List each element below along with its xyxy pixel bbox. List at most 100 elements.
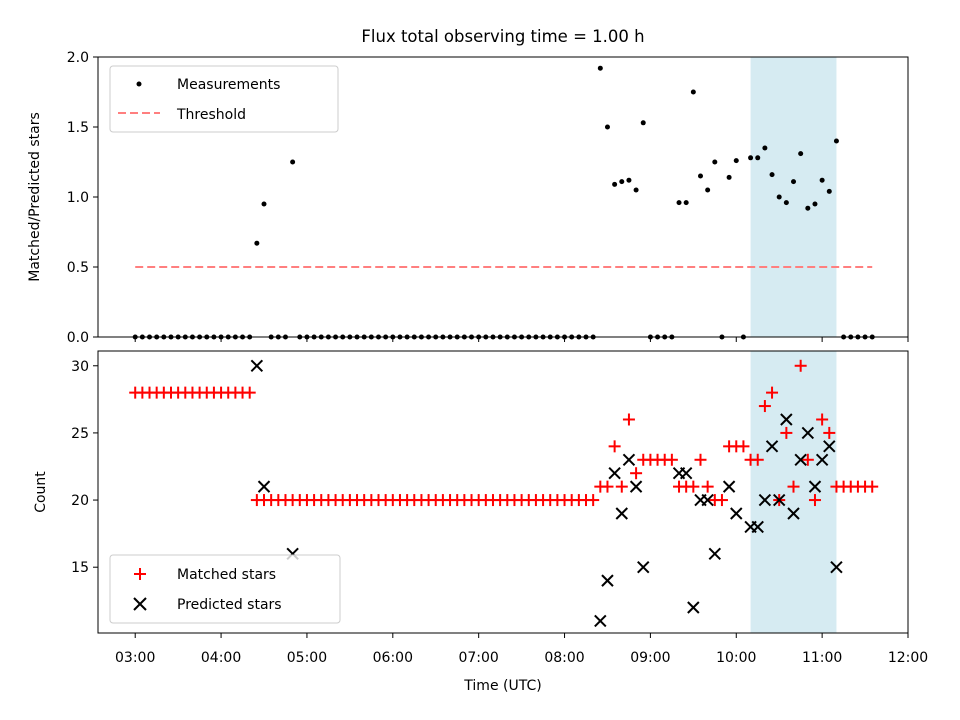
predicted-star-point (801, 426, 815, 440)
measurement-point (769, 172, 775, 178)
predicted-star-point (830, 560, 843, 574)
matched-star-point (630, 467, 643, 480)
measurement-point (819, 177, 825, 183)
predicted-star-point (722, 480, 736, 493)
bottom-x-tick-label: 09:00 (630, 650, 670, 666)
measurement-point (254, 240, 260, 246)
measurement-point (762, 145, 768, 151)
legend-predicted-label: Predicted stars (177, 597, 282, 613)
legend-measurements-marker (136, 81, 142, 87)
top-y-axis: 0.0 0.5 1.0 1.5 2.0 (67, 50, 98, 346)
measurement-point (612, 181, 618, 187)
matched-star-point (758, 400, 771, 413)
legend-threshold-label: Threshold (176, 107, 246, 123)
matched-star-point (766, 386, 779, 399)
predicted-star-point (601, 574, 614, 587)
bottom-y-axis: 15 20 25 30 (71, 359, 98, 576)
bottom-x-tick-label: 05:00 (287, 650, 327, 666)
matched-star-point (823, 426, 836, 439)
top-y-tick-label: 1.0 (67, 190, 89, 206)
top-y-tick-label: 1.5 (67, 120, 89, 136)
measurement-point (755, 155, 761, 161)
bottom-x-axis-label: Time (UTC) (463, 678, 541, 694)
predicted-star-point (787, 507, 800, 520)
legend-predicted-marker (133, 597, 147, 611)
predicted-star-point (594, 614, 607, 628)
legend-matched-label: Matched stars (177, 567, 276, 583)
matched-star-point (622, 413, 635, 426)
measurement-point (290, 159, 296, 165)
bottom-x-tick-label: 10:00 (716, 650, 756, 666)
measurement-point (633, 187, 639, 193)
predicted-star-point (708, 547, 722, 560)
predicted-star-point (701, 493, 714, 507)
measurement-point (798, 151, 804, 157)
measurement-point (833, 138, 839, 144)
bottom-x-tick-label: 12:00 (888, 650, 928, 666)
bottom-x-tick-label: 06:00 (373, 650, 413, 666)
matched-star-point (701, 480, 714, 493)
predicted-star-point (794, 453, 807, 466)
top-highlight-span (750, 57, 837, 337)
top-y-tick-label: 2.0 (67, 50, 89, 66)
measurement-point (783, 200, 789, 206)
bottom-y-tick-label: 20 (71, 493, 89, 509)
measurement-point (676, 200, 682, 206)
bottom-y-tick-label: 15 (71, 560, 89, 576)
legend-measurements-label: Measurements (177, 77, 280, 93)
measurement-point (791, 179, 797, 185)
predicted-star-point (250, 359, 264, 372)
predicted-star-point (615, 507, 628, 520)
matched-star-point (615, 480, 628, 493)
measurement-point (776, 194, 782, 200)
measurement-point (604, 124, 610, 130)
predicted-star-point (758, 493, 772, 507)
matched-star-point (687, 480, 700, 493)
matched-star-point (816, 413, 829, 426)
predicted-star-point (765, 440, 779, 453)
predicted-star-point (622, 453, 636, 466)
predicted-star-point (730, 507, 743, 520)
predicted-star-point (687, 601, 700, 614)
predicted-star-point (257, 480, 271, 493)
bottom-x-tick-label: 07:00 (458, 650, 498, 666)
bottom-x-tick-label: 03:00 (115, 650, 155, 666)
top-y-tick-label: 0.0 (67, 330, 89, 346)
bottom-legend: Matched stars Predicted stars (109, 554, 341, 624)
measurement-point (826, 188, 832, 194)
measurement-point (748, 155, 754, 161)
measurement-point (712, 159, 718, 165)
top-y-tick-label: 0.5 (67, 260, 89, 276)
matched-star-point (801, 453, 814, 466)
matched-star-point (694, 453, 707, 466)
matched-star-point (737, 440, 750, 453)
bottom-legend-box (109, 554, 341, 624)
bottom-x-tick-label: 11:00 (802, 650, 842, 666)
predicted-star-point (815, 453, 829, 466)
bottom-plot-frame (97, 350, 909, 634)
measurement-point (261, 201, 267, 207)
matched-star-point (751, 453, 764, 466)
predicted-star-point (808, 480, 822, 493)
measurement-point (619, 179, 625, 185)
matched-star-point (780, 426, 793, 439)
matched-star-point (243, 386, 256, 399)
bottom-plot-area (129, 359, 879, 628)
measurement-point (812, 201, 818, 207)
predicted-star-point (608, 466, 621, 480)
measurement-point (683, 200, 689, 206)
measurement-point (805, 205, 811, 211)
measurement-point (626, 177, 632, 183)
bottom-y-tick-label: 30 (71, 359, 89, 375)
measurement-point (697, 173, 703, 179)
legend-matched-marker (134, 568, 146, 580)
chart-title: Flux total observing time = 1.00 h (361, 27, 644, 46)
measurement-point (690, 89, 696, 95)
predicted-star-point (780, 413, 793, 426)
matched-star-point (601, 480, 614, 493)
bottom-y-axis-label: Count (33, 471, 49, 513)
matched-star-point (866, 480, 879, 493)
measurement-point (597, 65, 603, 71)
matched-star-point (808, 494, 821, 507)
top-y-axis-label: Matched/Predicted stars (27, 112, 43, 282)
